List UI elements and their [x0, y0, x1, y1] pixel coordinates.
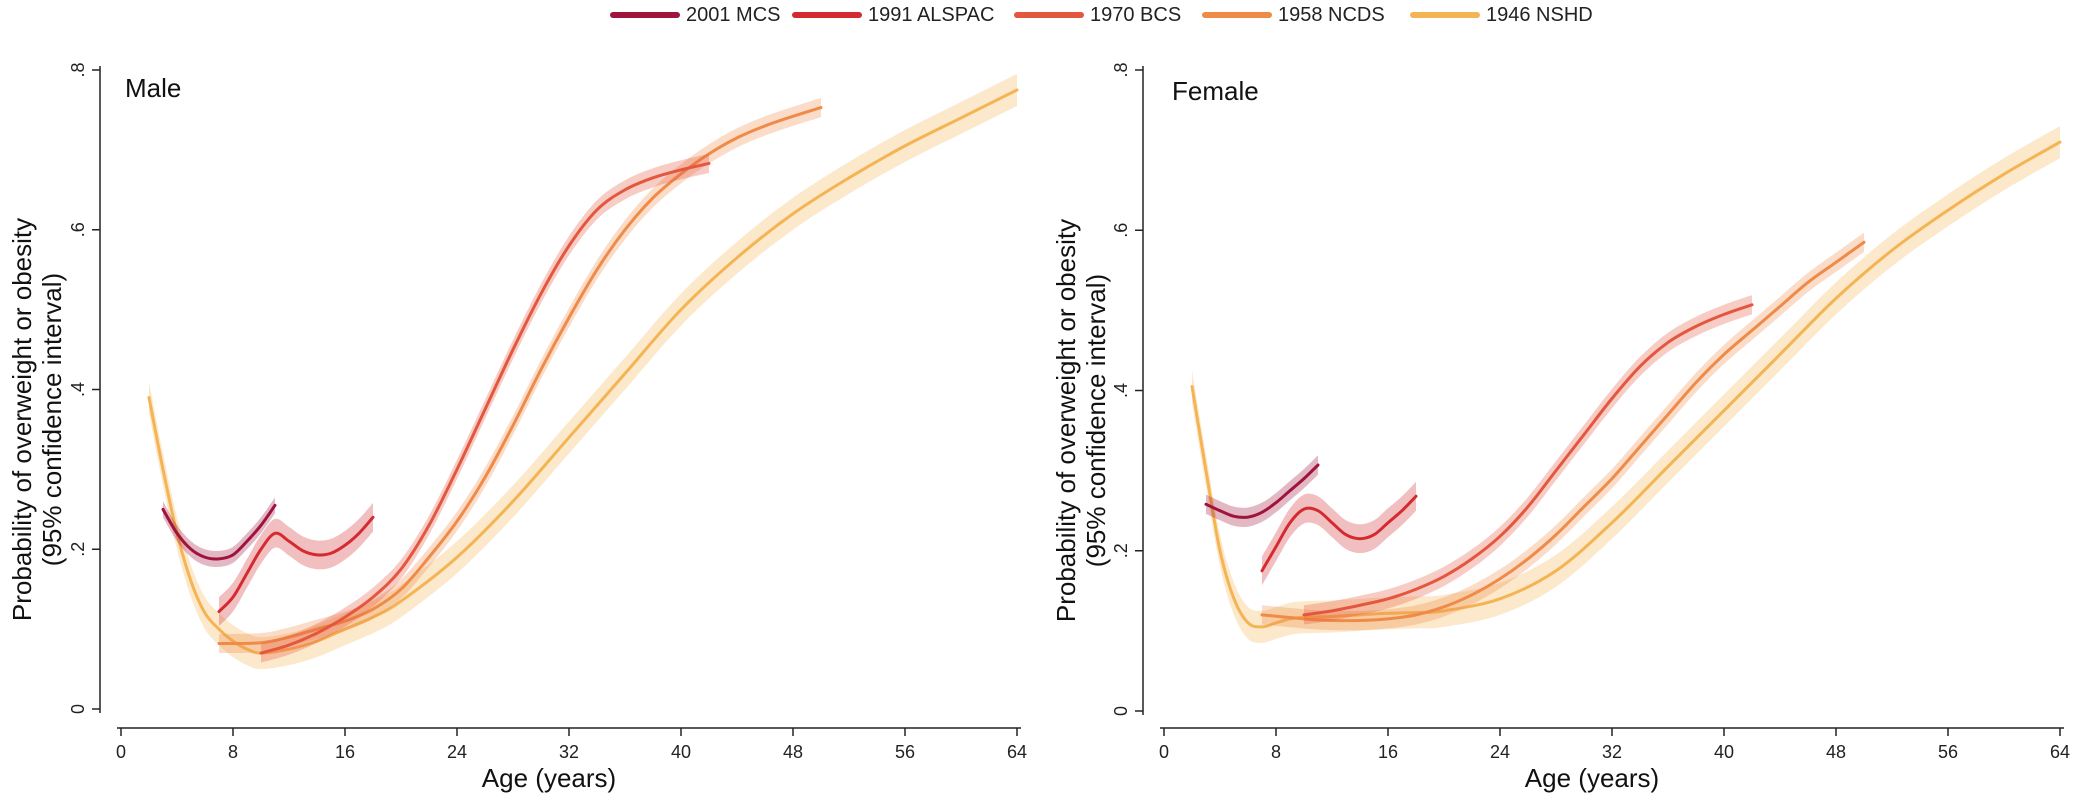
y-tick-label: .6: [1111, 223, 1131, 238]
legend-item: 1946 NSHD: [1410, 2, 1593, 28]
y-tick-label: .2: [68, 542, 88, 557]
legend-label: 1946 NSHD: [1486, 3, 1593, 26]
x-tick-label: 24: [447, 742, 467, 762]
panel-female: 0 8 16 24 32 40 48 56 64 0 .2 .4 .6 .8 Age (years) Prob…: [1051, 62, 2070, 793]
series-line-2001-mcs: [161, 503, 277, 561]
series-line-2001-mcs: [1204, 463, 1320, 519]
x-tick-label: 56: [895, 742, 915, 762]
x-tick-label: 64: [2050, 742, 2070, 762]
legend-swatch: [1202, 12, 1272, 18]
x-tick-label: 0: [1159, 742, 1169, 762]
x-tick-label: 16: [1378, 742, 1398, 762]
legend-label: 1970 BCS: [1090, 3, 1182, 26]
series-line-1958-ncds: [1260, 240, 1866, 623]
legend-item: 1991 ALSPAC: [792, 2, 994, 28]
y-axis-label: (95% confidence interval): [1081, 274, 1111, 567]
x-tick-label: 48: [783, 742, 803, 762]
series-line-1970-bcs: [259, 161, 711, 655]
ci-band-1991-alspac: [219, 502, 373, 626]
legend-item: 2001 MCS: [610, 2, 781, 28]
x-tick-label: 0: [116, 742, 126, 762]
y-tick-label: .2: [1111, 543, 1131, 558]
legend-label: 1991 ALSPAC: [868, 3, 995, 26]
y-tick-label: .4: [68, 382, 88, 397]
legend: 2001 MCS 1991 ALSPAC 1970 BCS 1958 NCDS 1946…: [0, 0, 2081, 30]
legend-item: 1970 BCS: [1014, 2, 1181, 28]
panel-title: Male: [125, 73, 181, 103]
legend-swatch: [610, 12, 680, 18]
y-tick-label: .4: [1111, 383, 1131, 398]
x-tick-label: 32: [1602, 742, 1622, 762]
x-tick-label: 40: [1714, 742, 1734, 762]
series-line-1946-nshd: [147, 88, 1019, 655]
legend-label: 1958 NCDS: [1278, 3, 1385, 26]
ci-band-1970-bcs: [1304, 295, 1752, 625]
series-line-1970-bcs: [1302, 303, 1754, 617]
x-axis-label: Age (years): [1525, 763, 1659, 793]
series-line-1991-alspac: [217, 515, 375, 614]
x-axis-label: Age (years): [482, 763, 616, 793]
y-axis-label: Probability of overweight or obesity: [7, 218, 37, 621]
y-tick-label: .8: [1111, 62, 1131, 77]
x-tick-label: 40: [671, 742, 691, 762]
y-tick-label: .8: [68, 62, 88, 77]
y-axis-label: Probability of overweight or obesity: [1051, 219, 1081, 622]
x-tick-label: 8: [1271, 742, 1281, 762]
legend-label: 2001 MCS: [686, 3, 781, 26]
legend-swatch: [1410, 12, 1480, 18]
ci-band-1946-nshd: [1192, 126, 2060, 643]
ci-band-1946-nshd: [149, 73, 1017, 670]
x-tick-label: 24: [1490, 742, 1510, 762]
y-tick-label: 0: [1111, 706, 1131, 716]
x-tick-label: 56: [1938, 742, 1958, 762]
ci-band-1958-ncds: [219, 97, 821, 654]
ci-band-2001-mcs: [1206, 455, 1318, 528]
ci-band-1991-alspac: [1262, 481, 1416, 586]
series-line-1991-alspac: [1260, 494, 1418, 573]
x-tick-label: 64: [1007, 742, 1027, 762]
panel-male: 0 8 16 24 32 40 48 56 64 0 .2 .4 .6 .8 Age (years) Prob…: [7, 62, 1027, 793]
panel-title: Female: [1172, 76, 1259, 106]
x-tick-label: 48: [1826, 742, 1846, 762]
x-tick-label: 8: [228, 742, 238, 762]
legend-swatch: [792, 12, 862, 18]
legend-swatch: [1014, 12, 1084, 18]
legend-item: 1958 NCDS: [1202, 2, 1385, 28]
x-tick-label: 32: [559, 742, 579, 762]
y-tick-label: 0: [68, 704, 88, 714]
y-tick-label: .6: [68, 222, 88, 237]
x-tick-label: 16: [335, 742, 355, 762]
y-axis-label: (95% confidence interval): [37, 273, 67, 566]
